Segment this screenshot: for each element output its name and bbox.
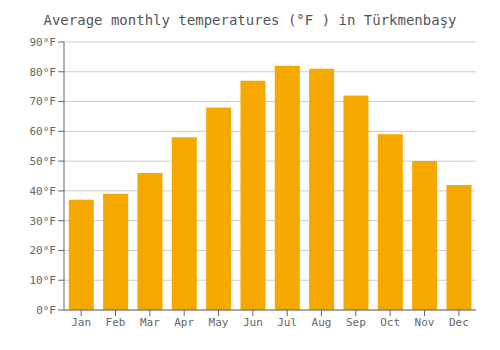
svg-text:Aug: Aug xyxy=(312,316,332,329)
svg-text:0°F: 0°F xyxy=(36,304,56,317)
svg-text:Jun: Jun xyxy=(243,316,263,329)
svg-text:Jan: Jan xyxy=(71,316,91,329)
svg-text:Dec: Dec xyxy=(449,316,469,329)
svg-text:Apr: Apr xyxy=(174,316,194,329)
svg-text:Oct: Oct xyxy=(380,316,400,329)
svg-text:Feb: Feb xyxy=(106,316,126,329)
svg-text:40°F: 40°F xyxy=(30,185,57,198)
svg-text:10°F: 10°F xyxy=(30,274,57,287)
svg-text:30°F: 30°F xyxy=(30,215,57,228)
svg-text:Jul: Jul xyxy=(277,316,297,329)
svg-text:90°F: 90°F xyxy=(30,36,57,49)
svg-text:60°F: 60°F xyxy=(30,125,57,138)
svg-text:Sep: Sep xyxy=(346,316,366,329)
svg-text:50°F: 50°F xyxy=(30,155,57,168)
svg-text:Nov: Nov xyxy=(415,316,435,329)
html-text:Average monthly temperatures (: Average monthly temperatures (°F ) in Tü… xyxy=(43,12,457,28)
svg-text:Mar: Mar xyxy=(140,316,160,329)
svg-text:20°F: 20°F xyxy=(30,244,57,257)
svg-text:May: May xyxy=(209,316,229,329)
svg-text:80°F: 80°F xyxy=(30,66,57,79)
svg-text:70°F: 70°F xyxy=(30,95,57,108)
